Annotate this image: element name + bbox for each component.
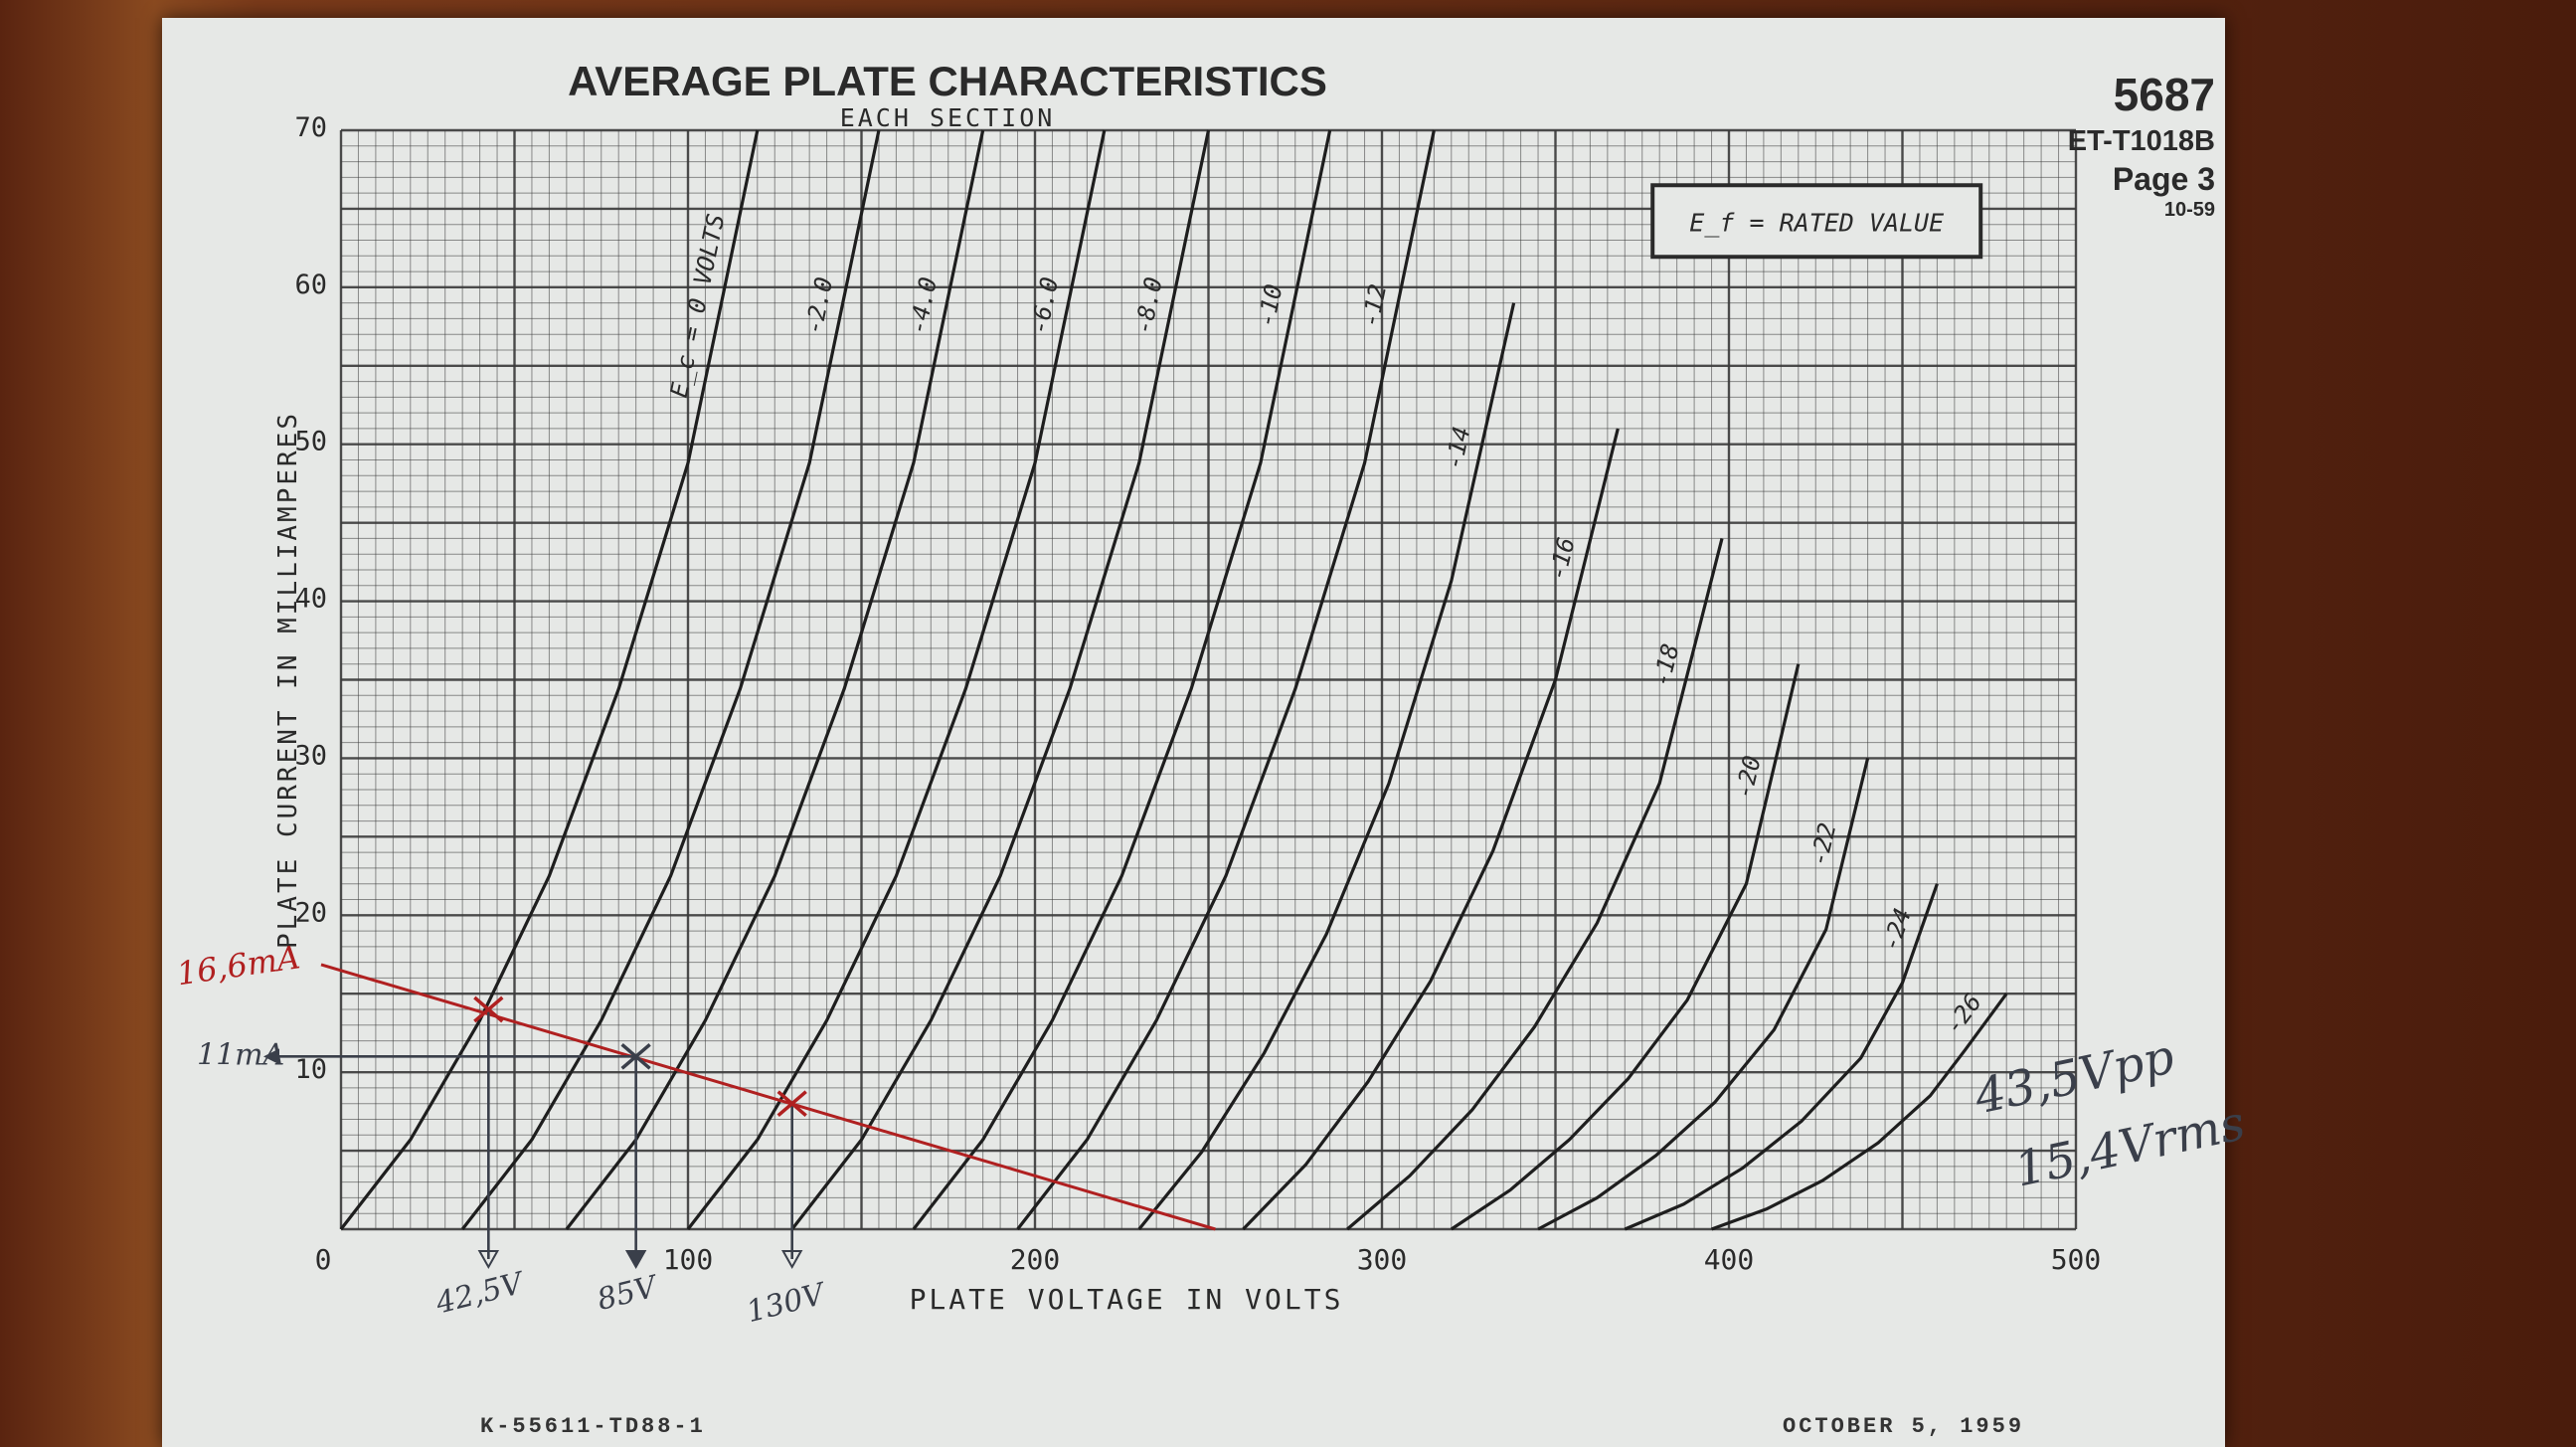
load-line — [320, 963, 1216, 1231]
curve-label: -16 — [1543, 534, 1581, 583]
drawing-number: K-55611-TD88-1 — [480, 1414, 706, 1439]
x-tick-label: 400 — [1704, 1243, 1755, 1276]
chart-subtitle: EACH SECTION — [840, 103, 1056, 132]
x-tick-label: 0 — [315, 1243, 332, 1276]
y-tick-label: 10 — [294, 1054, 327, 1085]
plate-curve-3 — [686, 129, 1107, 1230]
voltage-annotation: 130V — [743, 1276, 830, 1330]
operating-point-marker — [473, 995, 504, 1023]
datasheet-page: E_c = 0 VOLTS -2.0 -4.0 -6.0 -8.0 -10 -12 -14 -1… — [162, 18, 2225, 1447]
tube-type: 5687 — [2113, 69, 2215, 120]
current-arrow-icon — [263, 1048, 279, 1065]
curve-label: -8.0 — [1129, 274, 1168, 336]
plate-curve-9 — [1346, 538, 1724, 1231]
y-tick-label: 20 — [294, 897, 327, 928]
y-tick-label: 30 — [294, 740, 327, 771]
curve-label: -6.0 — [1025, 274, 1064, 336]
x-tick-label: 200 — [1010, 1243, 1061, 1276]
plate-curve-5 — [912, 129, 1332, 1230]
curve-label: -20 — [1730, 753, 1767, 802]
voltage-annotation: 42,5V — [431, 1265, 530, 1321]
curve-label: -4.0 — [904, 274, 943, 336]
curve-label: -12 — [1356, 281, 1392, 329]
chart-title: AVERAGE PLATE CHARACTERISTICS — [568, 58, 1327, 104]
plate-curve-0 — [339, 129, 760, 1230]
rated-value-text: E_f = RATED VALUE — [1689, 208, 1944, 237]
x-tick-label: 100 — [663, 1243, 714, 1276]
y-tick-label: 70 — [294, 112, 327, 143]
publication-date: OCTOBER 5, 1959 — [1783, 1414, 2025, 1439]
voltage-annotation: 85V — [594, 1269, 663, 1318]
plate-curve-7 — [1137, 302, 1516, 1231]
plate-curve-10 — [1450, 663, 1801, 1231]
x-tick-label: 300 — [1357, 1243, 1408, 1276]
document-number: ET-T1018B — [2067, 125, 2215, 157]
plate-curve-1 — [460, 129, 881, 1230]
y-axis-label: PLATE CURRENT IN MILLIAMPERES — [273, 411, 303, 949]
x-tick-label: 500 — [2051, 1243, 2102, 1276]
y-tick-label: 50 — [294, 427, 327, 457]
curve-label: -22 — [1804, 820, 1841, 869]
plate-curve-11 — [1537, 758, 1870, 1231]
voltage-arrow-icon — [780, 1250, 803, 1270]
curve-label: -10 — [1252, 281, 1288, 329]
operating-point-marker — [776, 1090, 807, 1118]
voltage-arrow-icon — [477, 1250, 500, 1270]
operating-point-marker — [620, 1043, 651, 1070]
plate-curve-8 — [1242, 428, 1620, 1231]
plate-characteristics-chart: E_c = 0 VOLTS -2.0 -4.0 -6.0 -8.0 -10 -12-14-1… — [174, 58, 2102, 1330]
plate-curve-6 — [1016, 129, 1436, 1230]
plate-curve-4 — [790, 129, 1211, 1230]
voltage-arrow-icon — [624, 1250, 647, 1270]
plate-curve-12 — [1624, 883, 1939, 1231]
current-annotation-max: 16,6mA — [174, 938, 302, 993]
y-tick-label: 40 — [294, 584, 327, 615]
page-number: Page 3 — [2112, 161, 2215, 197]
plate-curve-13 — [1710, 993, 2008, 1231]
page-date: 10-59 — [2163, 199, 2215, 221]
curve-label: -14 — [1440, 424, 1476, 471]
y-tick-label: 60 — [294, 270, 327, 300]
curve-label: -2.0 — [799, 274, 838, 336]
x-axis-label: PLATE VOLTAGE IN VOLTS — [910, 1283, 1344, 1316]
current-annotation: 11mA — [197, 1037, 284, 1072]
rated-value-box — [1650, 183, 1983, 260]
